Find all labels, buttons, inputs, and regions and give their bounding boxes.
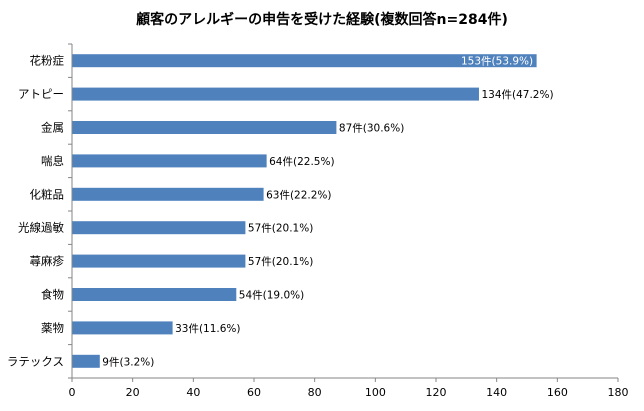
bars xyxy=(72,54,537,368)
bar xyxy=(72,187,264,201)
x-tick-label: 100 xyxy=(365,386,386,399)
category-label: 食物 xyxy=(41,288,64,302)
bar xyxy=(72,288,237,301)
data-label: 87件(30.6%) xyxy=(339,123,404,135)
data-label: 63件(22.2%) xyxy=(266,189,331,201)
category-label: 金属 xyxy=(41,121,64,135)
x-tick-label: 180 xyxy=(608,386,629,399)
bar xyxy=(72,221,246,235)
category-label: 光線過敏 xyxy=(18,221,64,235)
category-label: 花粉症 xyxy=(30,54,65,68)
x-axis-ticks: 0 20 40 60 80 100 120 140 160 180 xyxy=(68,43,629,399)
x-tick-label: 120 xyxy=(426,386,447,399)
data-label: 57件(20.1%) xyxy=(248,223,313,235)
bar xyxy=(72,154,267,168)
category-label: 蕁麻疹 xyxy=(30,254,65,268)
bar xyxy=(72,354,100,368)
category-label: ラテックス xyxy=(7,354,64,368)
data-label: 54件(19.0%) xyxy=(239,290,304,302)
data-label: 134件(47.2%) xyxy=(481,89,553,101)
bar xyxy=(72,321,173,335)
category-label: 化粧品 xyxy=(30,187,65,201)
data-labels: 153件(53.9%) 134件(47.2%) 87件(30.6%) 64件(22.5… xyxy=(102,56,553,369)
x-tick-label: 80 xyxy=(308,386,322,399)
category-label: アトピー xyxy=(18,87,64,101)
category-label: 薬物 xyxy=(41,321,64,335)
x-tick-label: 160 xyxy=(547,386,568,399)
bar xyxy=(72,121,337,134)
bar xyxy=(72,254,246,268)
data-label: 153件(53.9%) xyxy=(461,56,533,68)
bar xyxy=(72,87,479,101)
x-tick-label: 60 xyxy=(247,386,261,399)
x-tick-label: 140 xyxy=(486,386,507,399)
data-label: 57件(20.1%) xyxy=(248,256,313,268)
data-label: 33件(11.6%) xyxy=(175,323,240,335)
x-tick-label: 20 xyxy=(126,386,140,399)
data-label: 9件(3.2%) xyxy=(102,356,154,368)
bar xyxy=(72,54,537,68)
data-label: 64件(22.5%) xyxy=(269,156,334,168)
x-tick-label: 40 xyxy=(186,386,200,399)
chart-title: 顧客のアレルギーの申告を受けた経験(複数回答n=284件) xyxy=(136,11,508,28)
x-tick-label: 0 xyxy=(69,386,76,399)
category-label: 喘息 xyxy=(41,154,64,168)
